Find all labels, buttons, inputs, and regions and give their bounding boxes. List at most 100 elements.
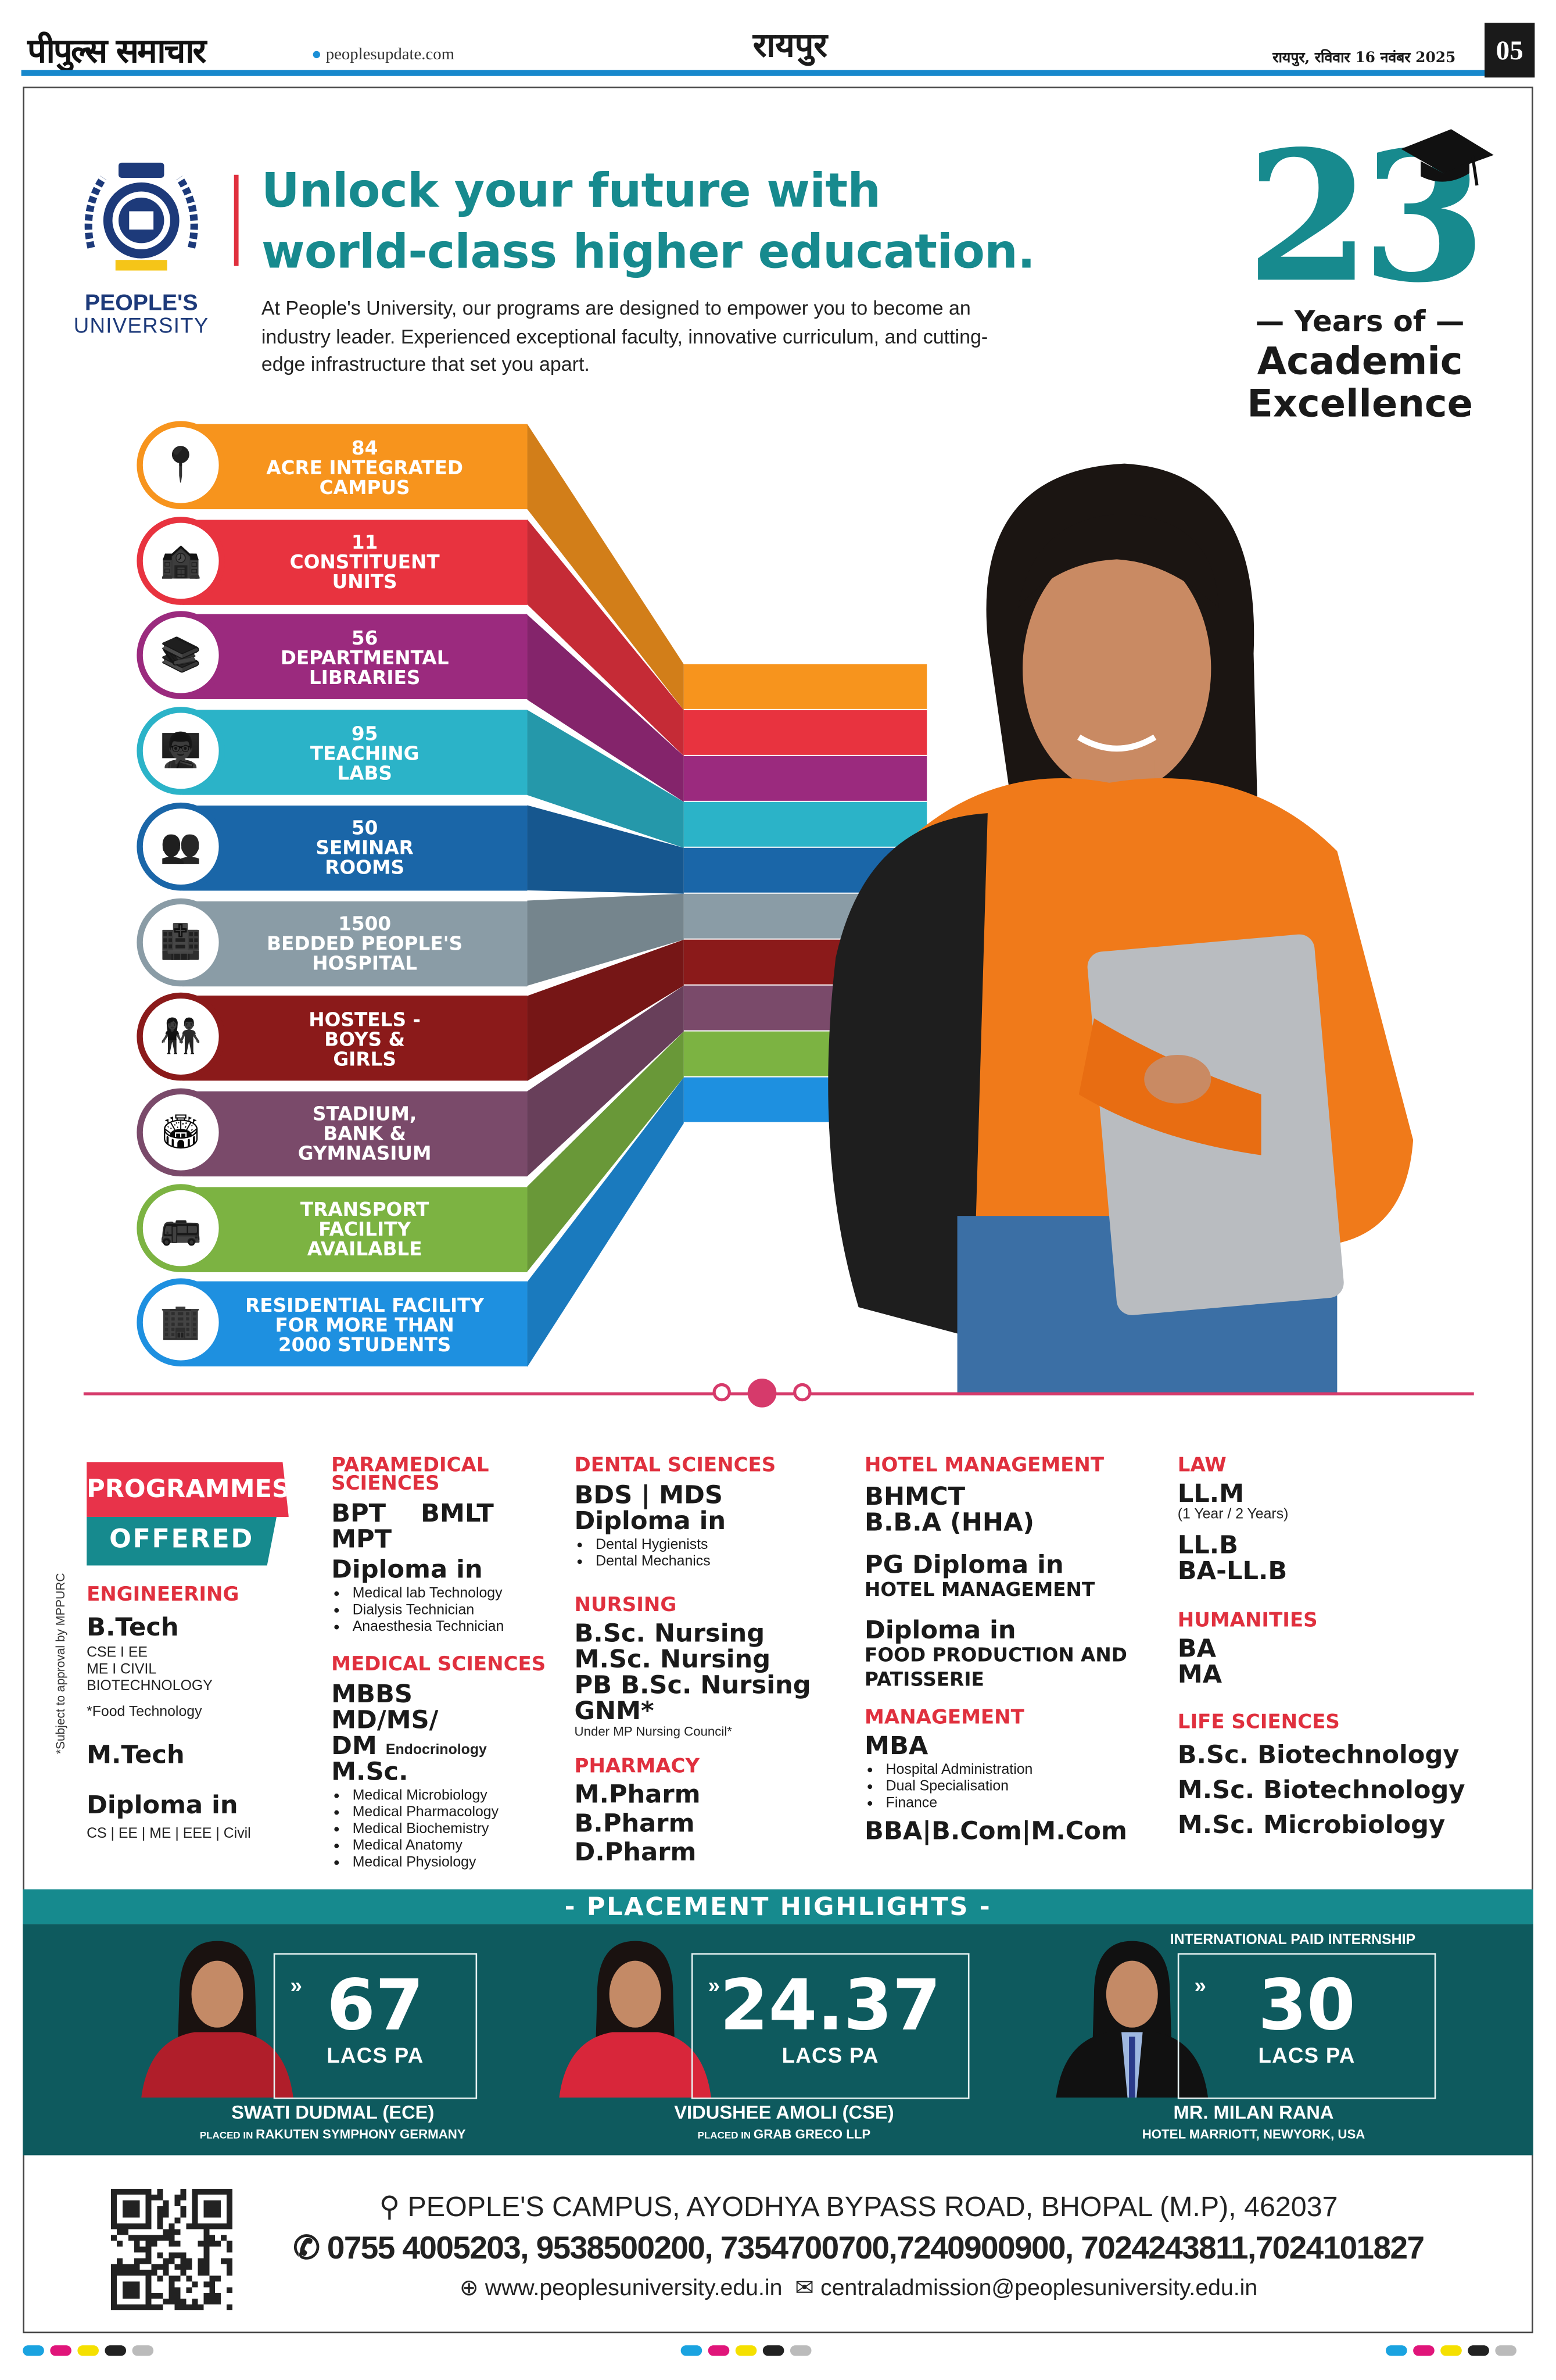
placement-company: PLACED IN GRAB GRECO LLP: [586, 2127, 981, 2142]
university-name-line2: UNIVERSITY: [73, 313, 209, 338]
phones-text[interactable]: 0755 4005203, 9538500200, 7354700700,724…: [327, 2231, 1425, 2267]
dm: DM: [331, 1731, 377, 1760]
email-link[interactable]: centraladmission@peoplesuniversity.edu.i…: [820, 2275, 1258, 2302]
student-name: MR. MILAN RANA: [1173, 2102, 1334, 2124]
stat-item: 🏥 1500 BEDDED PEOPLE'S HOSPITAL: [137, 897, 529, 986]
programme-item: BA: [1177, 1634, 1217, 1663]
programme-item: M.Pharm: [574, 1780, 701, 1809]
llm-note: (1 Year / 2 Years): [1177, 1506, 1289, 1523]
engineering-heading: ENGINEERING: [87, 1584, 239, 1607]
globe-icon: ⊕: [459, 2275, 479, 2302]
hotel-diploma-sub: FOOD PRODUCTION AND: [865, 1643, 1127, 1666]
color-mark: [1413, 2345, 1435, 2356]
paramedical-heading: PARAMEDICAL: [331, 1454, 489, 1477]
branch: BIOTECHNOLOGY: [87, 1678, 213, 1695]
package-unit: LACS PA: [327, 2042, 424, 2067]
years-of-text: — Years of —: [1255, 305, 1465, 339]
chevron-right-icon: »: [290, 1973, 302, 1998]
list-item: Medical Physiology: [353, 1855, 560, 1871]
stat-line: 56: [351, 626, 378, 649]
hotel-diploma-sub2: PATISSERIE: [865, 1667, 984, 1691]
qr-code[interactable]: [106, 2188, 237, 2311]
color-mark: [762, 2345, 784, 2356]
package-unit: LACS PA: [781, 2042, 879, 2067]
ribbon-fold: [527, 1031, 684, 1272]
stat-line: HOSTELS -: [309, 1007, 421, 1030]
bhmct: BHMCT: [865, 1481, 966, 1511]
dental-list: Dental HygienistsDental Mechanics: [575, 1537, 848, 1570]
bpt-bmlt: BPT BMLT: [331, 1498, 494, 1528]
stat-line: GIRLS: [333, 1047, 396, 1070]
pharmacy-heading: PHARMACY: [574, 1755, 700, 1778]
stat-line: ACRE INTEGRATED: [266, 455, 464, 478]
programme-item: M.Sc. Microbiology: [1177, 1810, 1446, 1839]
placed-label: PLACED IN: [199, 2131, 256, 2142]
teaching-icon: 👨‍🏫: [160, 731, 202, 770]
bus-icon: 🚌: [160, 1208, 202, 1246]
stat-line: LABS: [337, 761, 392, 784]
food-technology: *Food Technology: [87, 1703, 202, 1721]
stat-item: 👥 50 SEMINAR ROOMS: [137, 802, 529, 890]
dental-column: DENTAL SCIENCES BDS | MDS Diploma in Den…: [574, 1456, 848, 1868]
programmes-badge: PROGRAMMES: [87, 1462, 289, 1517]
placement-company: HOTEL MARRIOTT, NEWYORK, USA: [1056, 2127, 1451, 2142]
student-photo: [1056, 1941, 1209, 2098]
building-icon: 🏫: [160, 541, 202, 579]
hotel-diploma: Diploma in: [865, 1615, 1016, 1645]
student-photo: [828, 463, 1414, 1395]
ribbon-fold: [527, 939, 684, 1081]
programme-item: M.Sc. Biotechnology: [1177, 1775, 1465, 1805]
diploma-branches: CS | EE | ME | EEE | Civil: [87, 1825, 251, 1842]
advertisement-frame: [23, 87, 1533, 2334]
stat-bar: [182, 614, 528, 700]
university-seal-icon: [84, 162, 198, 271]
stat-item: 📚 56 DEPARTMENTAL LIBRARIES: [137, 611, 529, 700]
package-value: 67: [327, 1963, 424, 2046]
stat-bar: [182, 710, 528, 795]
ribbon-fold: [527, 985, 684, 1176]
placement-box: » 30 LACS PA: [1177, 1953, 1436, 2099]
stat-line: SEMINAR: [315, 836, 414, 860]
bba-bcom-mcom: BBA|B.Com|M.Com: [865, 1816, 1127, 1845]
bds-mds: BDS | MDS: [574, 1480, 723, 1509]
engineering-column: ENGINEERING B.Tech CSE I EE ME I CIVIL B…: [87, 1584, 314, 1842]
company-name: RAKUTEN SYMPHONY GERMANY: [256, 2126, 466, 2142]
stat-text: STADIUM, BANK & GYMNASIUM: [228, 1091, 501, 1176]
ribbon-fold: [527, 519, 684, 756]
medical-heading: MEDICAL SCIENCES: [331, 1654, 546, 1677]
ribbon-fold: [527, 805, 684, 894]
seminar-icon: 👥: [160, 826, 202, 865]
stat-text: RESIDENTIAL FACILITY FOR MORE THAN 2000 ST…: [228, 1282, 501, 1366]
life-sciences-heading: LIFE SCIENCES: [1177, 1711, 1340, 1734]
ribbon-fold: [527, 424, 684, 710]
management-heading: MANAGEMENT: [865, 1706, 1024, 1730]
stat-line: STADIUM,: [312, 1103, 417, 1126]
hotel-column: HOTEL MANAGEMENT BHMCT B.B.A (HHA) PG Di…: [865, 1456, 1168, 1845]
programme-item: D.Pharm: [574, 1837, 697, 1867]
programme-item: B.Sc. Biotechnology: [1177, 1740, 1460, 1770]
page-number: 05: [1485, 23, 1535, 78]
stat-line: 2000 STUDENTS: [278, 1332, 451, 1356]
hostel-icon: 👫: [160, 1017, 202, 1055]
stat-icon-circle: 🏢: [137, 1279, 225, 1367]
color-mark: [23, 2345, 44, 2356]
newspaper-website[interactable]: ● peoplesupdate.com: [311, 45, 454, 63]
paramedical-column: PARAMEDICAL SCIENCES BPT BMLT MPT Diplom…: [331, 1454, 560, 1871]
list-item: Finance: [886, 1795, 1168, 1812]
nursing-list: B.Sc. Nursing M.Sc. Nursing PB B.Sc. Nursi…: [575, 1620, 848, 1724]
list-item: Anaesthesia Technician: [353, 1619, 560, 1635]
stat-line: 50: [351, 817, 378, 840]
location-pin-icon: ⚲: [379, 2190, 400, 2222]
stat-line: FACILITY: [318, 1218, 411, 1241]
website-text: peoplesupdate.com: [325, 45, 455, 64]
stat-line: RESIDENTIAL FACILITY: [245, 1293, 485, 1316]
list-item: Dialysis Technician: [353, 1602, 560, 1619]
engineering-diploma: Diploma in: [87, 1790, 238, 1820]
msc: M.Sc.: [331, 1757, 408, 1786]
student-name: SWATI DUDMAL (ECE): [231, 2102, 435, 2124]
chevron-right-icon: »: [708, 1973, 720, 1998]
offered-badge: OFFERED: [87, 1516, 277, 1566]
phone-icon: ✆: [293, 2231, 320, 2267]
website-link[interactable]: www.peoplesuniversity.edu.in: [485, 2275, 783, 2302]
stat-line: ROOMS: [325, 856, 405, 879]
